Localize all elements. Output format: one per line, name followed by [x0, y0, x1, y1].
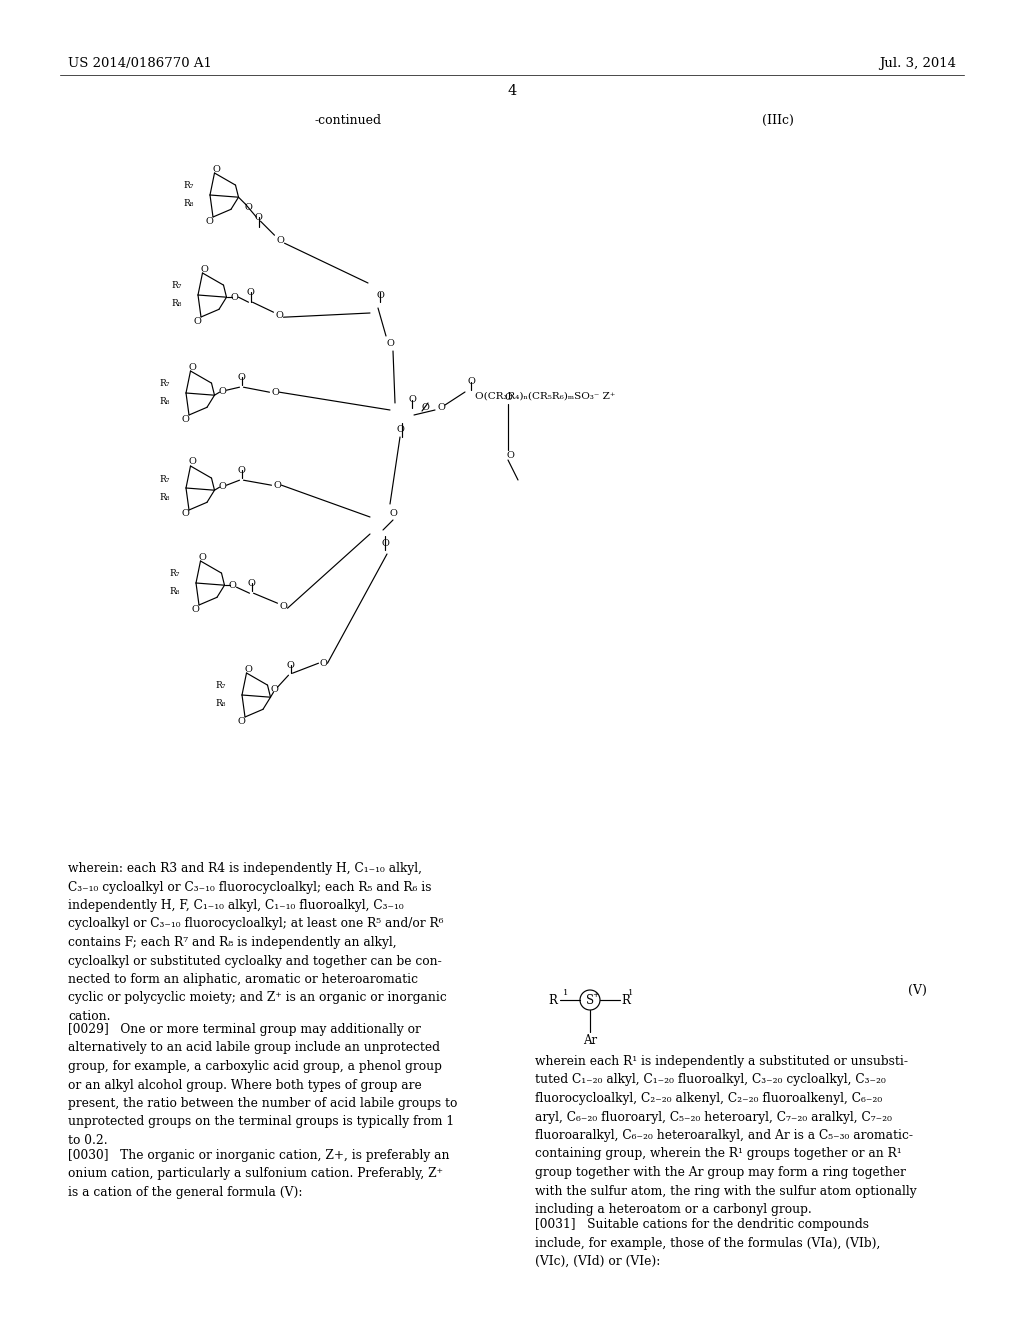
- Text: -continued: -continued: [314, 114, 382, 127]
- Text: O: O: [218, 482, 226, 491]
- Text: O: O: [201, 264, 209, 273]
- Text: O: O: [319, 659, 328, 668]
- Text: R₈: R₈: [216, 700, 226, 709]
- Text: O: O: [188, 458, 197, 466]
- Text: O: O: [248, 578, 255, 587]
- Text: R₇: R₇: [170, 569, 180, 578]
- Text: O: O: [389, 510, 397, 519]
- Text: O: O: [228, 581, 237, 590]
- Text: R: R: [548, 994, 557, 1006]
- Text: O: O: [213, 165, 220, 173]
- Text: O: O: [275, 310, 284, 319]
- Text: O: O: [376, 292, 384, 301]
- Text: O: O: [506, 451, 514, 461]
- Text: 4: 4: [507, 84, 517, 98]
- Text: S: S: [586, 994, 594, 1006]
- Text: O: O: [270, 685, 279, 694]
- Text: Jul. 3, 2014: Jul. 3, 2014: [879, 58, 956, 70]
- Text: R₈: R₈: [160, 397, 170, 407]
- Text: O: O: [247, 288, 254, 297]
- Text: [0031]   Suitable cations for the dendritic compounds
include, for example, thos: [0031] Suitable cations for the dendriti…: [535, 1218, 881, 1269]
- Text: O: O: [181, 510, 189, 519]
- Text: R₇: R₇: [216, 681, 226, 690]
- Text: R₇: R₇: [160, 474, 170, 483]
- Text: 1: 1: [563, 989, 568, 997]
- Text: (V): (V): [908, 983, 927, 997]
- Text: US 2014/0186770 A1: US 2014/0186770 A1: [68, 58, 212, 70]
- Text: R₈: R₈: [170, 587, 180, 597]
- Text: O: O: [205, 216, 213, 226]
- Text: O: O: [238, 372, 246, 381]
- Text: R₇: R₇: [183, 181, 194, 190]
- Text: Ar: Ar: [583, 1034, 597, 1047]
- Text: R₈: R₈: [172, 300, 182, 309]
- Text: O: O: [467, 378, 475, 387]
- Text: O: O: [421, 403, 429, 412]
- Text: O: O: [504, 393, 512, 403]
- Text: O: O: [437, 403, 445, 412]
- Text: O: O: [273, 480, 282, 490]
- Text: O: O: [238, 466, 246, 475]
- Text: O: O: [218, 387, 226, 396]
- Text: R₈: R₈: [183, 199, 194, 209]
- Text: O: O: [188, 363, 197, 371]
- Text: O: O: [199, 553, 207, 561]
- Text: wherein: each R3 and R4 is independently H, C₁₋₁₀ alkyl,
C₃₋₁₀ cycloalkyl or C₃₋: wherein: each R3 and R4 is independently…: [68, 862, 446, 1023]
- Text: [0030]   The organic or inorganic cation, Z+, is preferably an
onium cation, par: [0030] The organic or inorganic cation, …: [68, 1148, 450, 1199]
- Text: O: O: [386, 339, 394, 348]
- Text: O: O: [396, 425, 403, 434]
- Text: O: O: [255, 213, 262, 222]
- Text: O(CR₃R₄)ₙ(CR₅R₆)ₘSO₃⁻ Z⁺: O(CR₃R₄)ₙ(CR₅R₆)ₘSO₃⁻ Z⁺: [475, 392, 615, 400]
- Text: O: O: [245, 664, 253, 673]
- Text: O: O: [181, 414, 189, 424]
- Text: O: O: [408, 396, 416, 404]
- Text: O: O: [238, 717, 245, 726]
- Text: 1: 1: [628, 989, 634, 997]
- Text: R₇: R₇: [160, 380, 170, 388]
- Text: [0029]   One or more terminal group may additionally or
alternatively to an acid: [0029] One or more terminal group may ad…: [68, 1023, 458, 1147]
- Text: O: O: [381, 540, 389, 549]
- Text: (IIIc): (IIIc): [762, 114, 794, 127]
- Text: wherein each R¹ is independently a substituted or unsubsti-
tuted C₁₋₂₀ alkyl, C: wherein each R¹ is independently a subst…: [535, 1055, 916, 1216]
- Text: O: O: [280, 602, 288, 611]
- Text: O: O: [287, 661, 295, 669]
- Text: O: O: [245, 203, 253, 211]
- Text: +: +: [592, 991, 598, 999]
- Text: O: O: [191, 605, 199, 614]
- Text: O: O: [230, 293, 239, 302]
- Text: O: O: [194, 317, 201, 326]
- Text: R₈: R₈: [160, 492, 170, 502]
- Text: O: O: [276, 236, 285, 244]
- Text: R₇: R₇: [172, 281, 182, 290]
- Text: R: R: [621, 994, 630, 1006]
- Text: O: O: [271, 388, 280, 397]
